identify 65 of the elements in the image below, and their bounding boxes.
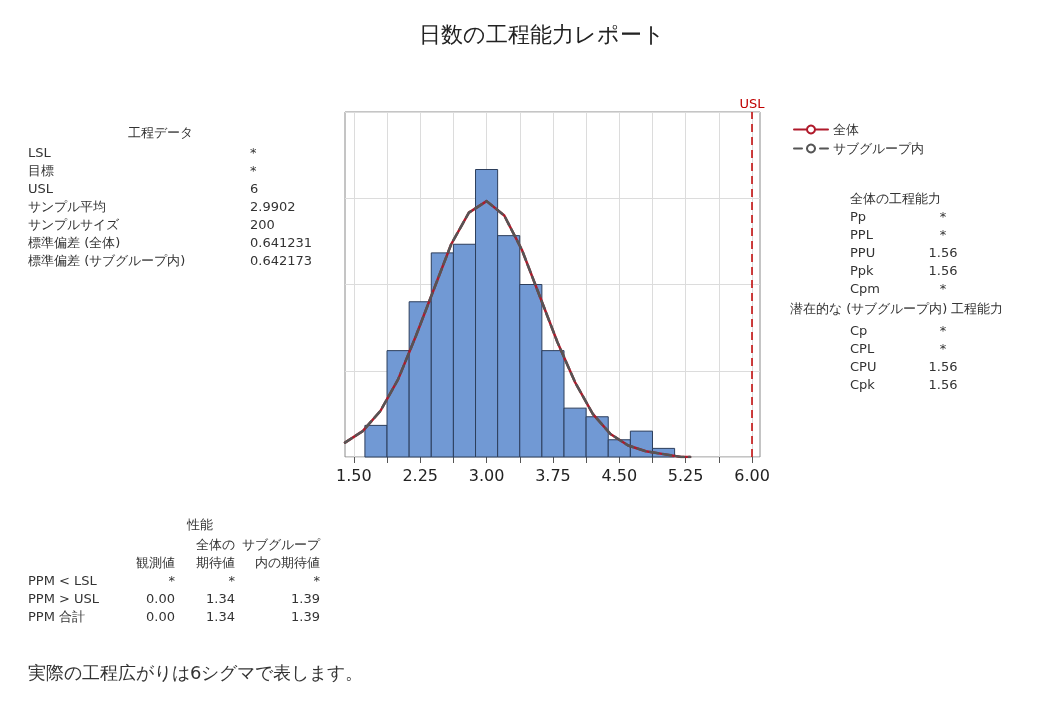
text: CPL [850, 340, 875, 356]
text: 1.34 [206, 608, 235, 624]
text: 標準偏差 (サブグループ内) [28, 252, 186, 268]
text: Cpm [850, 280, 880, 296]
text: USL [28, 180, 54, 196]
text: * [250, 144, 257, 160]
text: サブグループ [242, 536, 321, 552]
text: 1.39 [291, 590, 320, 606]
text: 1.39 [291, 608, 320, 624]
text: 0.00 [146, 608, 175, 624]
text: PPM 合計 [28, 608, 86, 624]
text: 全体の工程能力 [850, 190, 941, 206]
text: 1.34 [206, 590, 235, 606]
text: * [250, 162, 257, 178]
text: 潜在的な (サブグループ内) 工程能力 [790, 300, 1004, 316]
text: 0.00 [146, 590, 175, 606]
text: * [313, 572, 321, 588]
text: LSL [28, 144, 52, 160]
x-tick-label: 4.50 [601, 465, 638, 485]
text: 0.641231 [250, 234, 313, 250]
text: * [228, 572, 236, 588]
text: 6 [250, 180, 259, 196]
text: 工程データ [127, 124, 193, 140]
text: 1.56 [928, 376, 958, 392]
x-tick-label: 3.00 [468, 465, 505, 485]
text: Pp [850, 208, 867, 224]
text: Cpk [850, 376, 876, 392]
x-tick-label: 5.25 [667, 465, 704, 485]
text: * [939, 340, 947, 356]
text: CPU [850, 358, 877, 374]
text: 内の期待値 [255, 554, 320, 570]
text: 性能 [186, 516, 213, 532]
text: 0.642173 [250, 252, 313, 268]
text: 観測値 [136, 554, 175, 570]
text: PPU [850, 244, 876, 260]
text: 標準偏差 (全体) [28, 234, 121, 250]
text: * [939, 280, 947, 296]
text: 目標 [28, 162, 54, 178]
text: サンプルサイズ [28, 216, 120, 232]
text: PPM < LSL [28, 572, 98, 588]
legend-label: サブグループ内 [833, 141, 924, 156]
text: PPL [850, 226, 874, 242]
text: 1.56 [928, 262, 958, 278]
text: Ppk [850, 262, 875, 278]
text: 実際の工程広がりは6シグマで表します。 [28, 661, 364, 683]
x-tick-label: 3.75 [535, 465, 571, 485]
ref-line-label: USL [739, 96, 766, 111]
text: * [939, 226, 947, 242]
text: Cp [850, 322, 868, 338]
text: 200 [250, 216, 275, 232]
text: 2.9902 [250, 198, 296, 214]
text: * [939, 208, 947, 224]
x-tick-label: 6.00 [734, 465, 770, 485]
text: 1.56 [928, 244, 958, 260]
text: PPM > USL [28, 590, 100, 606]
chart-title: 日数の工程能力レポート [419, 21, 665, 47]
text: * [939, 322, 947, 338]
text: 1.56 [928, 358, 958, 374]
legend-label: 全体 [833, 122, 859, 137]
x-tick-label: 2.25 [402, 465, 439, 485]
text: サンプル平均 [28, 198, 106, 214]
x-tick-label: 1.50 [336, 465, 372, 485]
text: 全体の [196, 536, 235, 552]
text: 期待値 [196, 554, 235, 570]
text: * [168, 572, 176, 588]
